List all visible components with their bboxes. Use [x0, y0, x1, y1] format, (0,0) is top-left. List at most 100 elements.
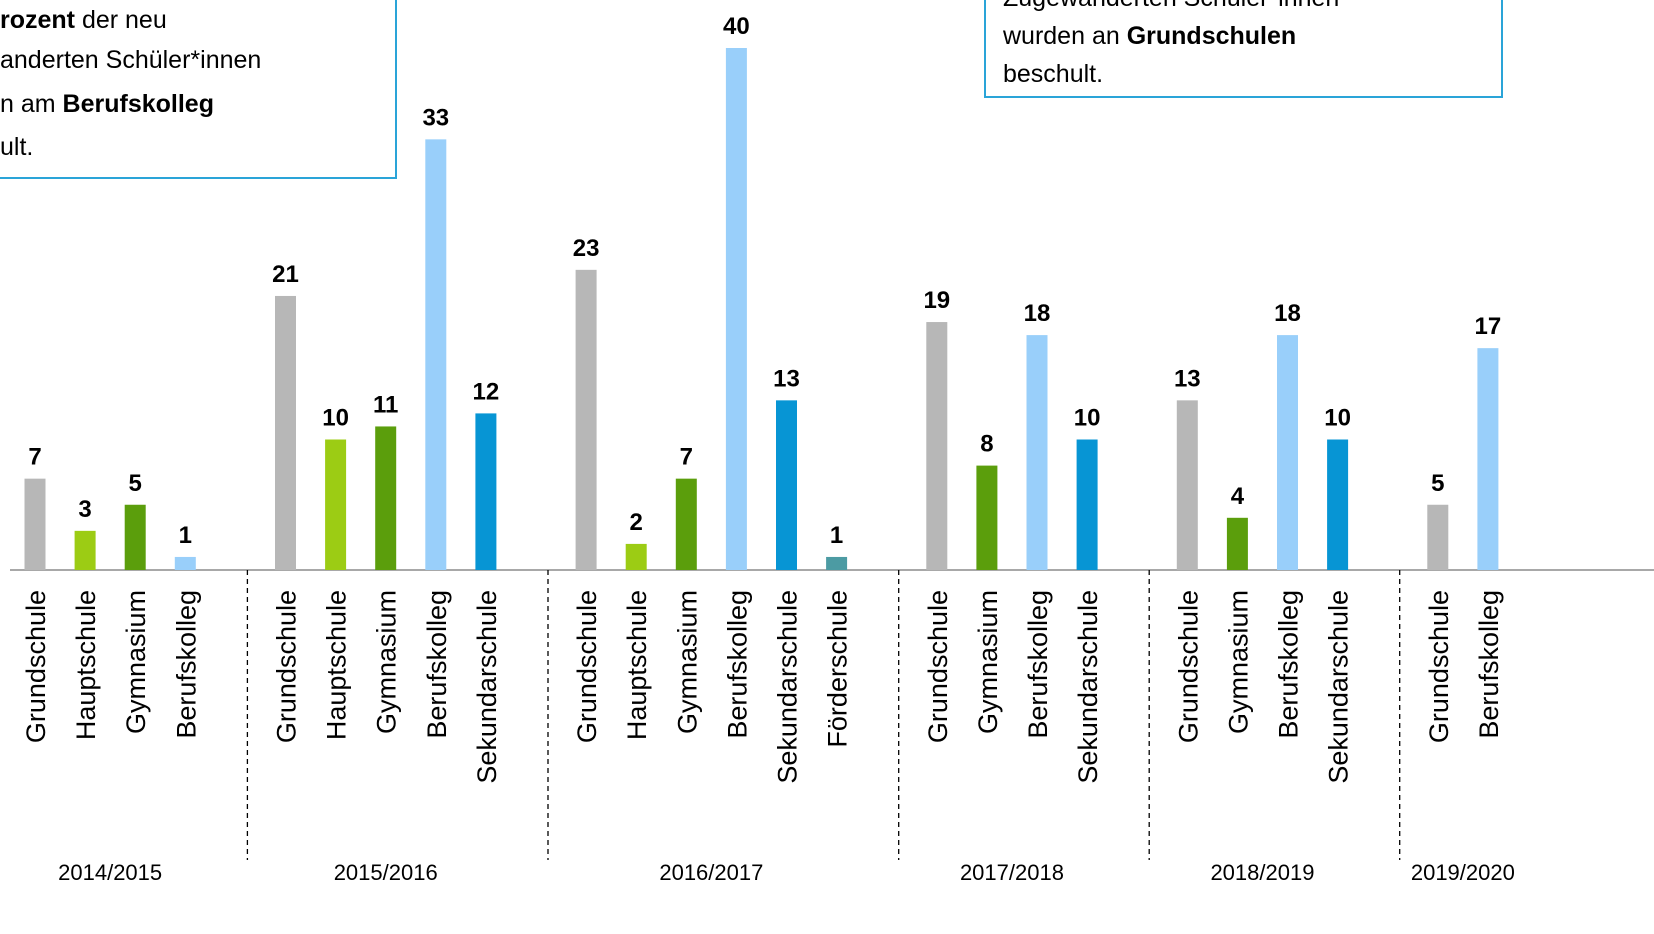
value-label: 33: [422, 104, 449, 131]
annotation-span: Zugewanderten Schüler*innen: [1003, 0, 1339, 12]
bar: [926, 322, 948, 570]
category-label: Berufskolleg: [722, 590, 752, 739]
category-label: Hauptschule: [322, 590, 352, 740]
annotation-span: Berufskolleg: [63, 90, 214, 118]
category-label: Berufskolleg: [171, 590, 201, 739]
value-label: 7: [28, 444, 41, 471]
category-label: Hauptschule: [71, 590, 101, 740]
category-label: Gymnasium: [121, 590, 151, 734]
bar: [124, 504, 146, 570]
value-label: 4: [1231, 483, 1245, 510]
category-label: Gymnasium: [973, 590, 1003, 734]
value-label: 17: [1475, 313, 1502, 340]
bar: [1076, 439, 1098, 570]
category-label: Gymnasium: [672, 590, 702, 734]
bar: [1277, 335, 1298, 570]
annotation-text: n am Berufskolleg: [0, 90, 214, 118]
category-label: Grundschule: [1173, 590, 1203, 743]
bar: [776, 400, 797, 570]
annotation-span: wurden an: [1002, 22, 1127, 50]
annotation-span: rozent: [0, 6, 76, 34]
bar: [1176, 400, 1198, 570]
value-label: 19: [923, 287, 950, 314]
value-label: 13: [773, 365, 800, 392]
annotation-text: wurden an Grundschulen: [1002, 22, 1296, 50]
annotation-span: beschult.: [1003, 60, 1103, 88]
annotation-text: ult.: [0, 133, 33, 161]
group-label: 2019/2020: [1411, 860, 1515, 885]
category-label: Gymnasium: [372, 590, 402, 734]
group-label: 2014/2015: [58, 860, 162, 885]
category-label: Hauptschule: [622, 590, 652, 740]
category-label: Sekundarschule: [1324, 590, 1354, 784]
annotation-span: der neu: [75, 6, 167, 34]
value-label: 5: [129, 470, 142, 497]
bar: [1226, 517, 1248, 570]
value-label: 1: [830, 522, 843, 549]
category-label: Berufskolleg: [1474, 590, 1504, 739]
category-label: Sekundarschule: [1073, 590, 1103, 784]
value-label: 18: [1274, 300, 1301, 327]
annotation-text: anderten Schüler*innen: [0, 46, 261, 74]
value-label: 11: [373, 391, 398, 418]
category-label: Grundschule: [1424, 590, 1454, 743]
annotation-span: Grundschulen: [1127, 22, 1296, 50]
annotation-text: rozent der neu: [0, 6, 167, 34]
category-label: Förderschule: [823, 590, 853, 748]
annotation-span: ult.: [0, 133, 33, 161]
value-label: 8: [980, 431, 993, 458]
group-label: 2015/2016: [334, 860, 438, 885]
value-label: 18: [1024, 300, 1051, 327]
annotation-box: [0, 0, 397, 179]
bar: [1026, 335, 1048, 570]
bar: [1327, 439, 1349, 570]
bar: [1427, 504, 1449, 570]
annotation-text: Zugewanderten Schüler*innen: [1003, 0, 1339, 12]
value-label: 12: [473, 378, 500, 405]
group-label: 2017/2018: [960, 860, 1064, 885]
annotation-span: anderten Schüler*innen: [0, 46, 261, 74]
bar: [475, 413, 497, 570]
value-label: 7: [680, 444, 693, 471]
bar: [1477, 348, 1499, 570]
value-label: 40: [723, 13, 750, 40]
bar: [675, 478, 697, 570]
value-label: 23: [573, 235, 600, 262]
value-label: 2: [630, 509, 643, 536]
value-label: 10: [1324, 405, 1351, 432]
category-label: Berufskolleg: [1023, 590, 1053, 739]
bar: [625, 543, 647, 570]
value-label: 10: [1074, 405, 1101, 432]
category-label: Sekundarschule: [472, 590, 502, 784]
bar: [174, 556, 196, 570]
bar: [826, 556, 848, 570]
value-label: 1: [179, 522, 192, 549]
category-label: Berufskolleg: [1274, 590, 1304, 739]
bar: [325, 439, 347, 570]
annotation-text: beschult.: [1003, 60, 1103, 88]
value-label: 13: [1174, 365, 1201, 392]
bar: [275, 295, 296, 570]
category-label: Gymnasium: [1223, 590, 1253, 734]
category-label: Sekundarschule: [773, 590, 803, 784]
category-label: Grundschule: [21, 590, 51, 743]
annotation-span: n am: [0, 90, 63, 118]
value-label: 21: [272, 261, 299, 288]
bar: [976, 465, 998, 570]
value-label: 10: [322, 405, 349, 432]
bar: [425, 139, 447, 570]
bar: [74, 530, 96, 570]
bar: [575, 269, 597, 570]
category-label: Grundschule: [272, 590, 302, 743]
category-label: Berufskolleg: [422, 590, 452, 739]
category-label: Grundschule: [572, 590, 602, 743]
group-label: 2016/2017: [659, 860, 763, 885]
group-label: 2018/2019: [1210, 860, 1314, 885]
bar: [375, 426, 397, 570]
value-label: 3: [78, 496, 91, 523]
bar: [725, 48, 747, 570]
annotation-box: [984, 0, 1503, 98]
category-label: Grundschule: [923, 590, 953, 743]
value-label: 5: [1431, 470, 1444, 497]
